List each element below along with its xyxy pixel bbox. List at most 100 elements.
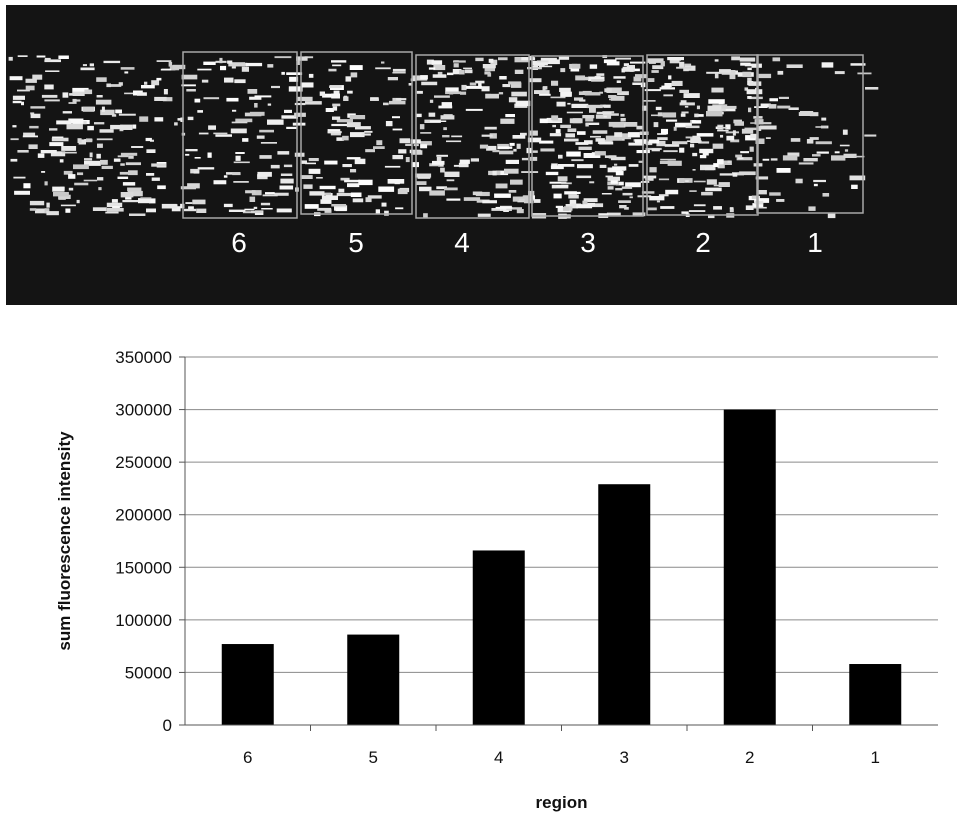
- speckle: [679, 148, 684, 153]
- speckle: [721, 109, 726, 111]
- speckle: [692, 120, 701, 124]
- speckle: [694, 204, 706, 206]
- speckle: [30, 106, 45, 108]
- speckle: [730, 209, 734, 213]
- speckle: [220, 66, 226, 70]
- speckle: [681, 100, 687, 104]
- speckle: [534, 90, 550, 94]
- speckle: [224, 78, 234, 83]
- speckle: [257, 172, 272, 177]
- speckle: [642, 191, 655, 194]
- speckle: [559, 88, 571, 92]
- speckle: [447, 73, 453, 76]
- speckle: [747, 68, 751, 71]
- speckle: [835, 71, 845, 74]
- speckle: [466, 109, 483, 111]
- speckle: [446, 199, 460, 201]
- speckle: [559, 57, 569, 60]
- speckle: [420, 144, 427, 148]
- speckle: [822, 62, 834, 67]
- speckle: [513, 149, 516, 152]
- speckle: [511, 92, 527, 97]
- speckle: [97, 144, 103, 148]
- speckle: [119, 82, 123, 86]
- speckle: [604, 59, 617, 63]
- speckle: [517, 209, 524, 213]
- region-number-label: 3: [580, 227, 596, 258]
- speckle: [77, 172, 83, 175]
- speckle: [717, 127, 726, 129]
- speckle: [336, 208, 347, 211]
- speckle: [815, 126, 827, 128]
- speckle: [37, 56, 46, 58]
- region-number-label: 2: [695, 227, 711, 258]
- speckle: [120, 163, 125, 166]
- speckle: [692, 153, 697, 156]
- speckle: [69, 188, 73, 191]
- speckle: [460, 160, 470, 164]
- speckle: [715, 73, 719, 78]
- speckle: [745, 64, 753, 67]
- speckle: [575, 142, 588, 145]
- speckle: [509, 190, 517, 193]
- speckle: [203, 62, 215, 65]
- speckle: [227, 61, 232, 64]
- speckle: [612, 166, 626, 170]
- speckle: [123, 182, 135, 186]
- speckle: [42, 95, 58, 98]
- speckle: [388, 179, 405, 184]
- speckle: [864, 135, 876, 137]
- speckle: [706, 111, 723, 116]
- speckle: [77, 200, 80, 203]
- speckle: [62, 152, 77, 154]
- speckle: [568, 128, 577, 132]
- speckle: [470, 83, 476, 86]
- speckle: [679, 62, 684, 67]
- speckle: [385, 166, 400, 168]
- speckle: [615, 58, 631, 60]
- speckle: [607, 213, 621, 216]
- speckle: [663, 112, 677, 117]
- speckle: [499, 151, 513, 155]
- speckle: [697, 106, 700, 110]
- speckle: [21, 102, 24, 106]
- speckle: [107, 208, 124, 212]
- speckle: [98, 187, 101, 190]
- speckle: [808, 206, 815, 211]
- speckle: [184, 209, 196, 211]
- speckle: [350, 65, 363, 70]
- x-tick-label: 1: [871, 748, 880, 767]
- speckle: [707, 179, 717, 184]
- speckle: [659, 179, 669, 181]
- speckle: [551, 163, 558, 165]
- speckle: [420, 132, 431, 134]
- speckle: [668, 161, 682, 166]
- speckle: [49, 128, 57, 130]
- speckle: [699, 114, 704, 117]
- speckle: [667, 57, 684, 60]
- speckle: [590, 136, 601, 138]
- speckle: [676, 67, 691, 69]
- speckle: [561, 182, 572, 184]
- speckle: [331, 60, 346, 62]
- speckle: [121, 192, 134, 197]
- bar-region-2: [724, 410, 776, 725]
- speckle: [277, 151, 289, 155]
- speckle: [415, 174, 431, 178]
- bar-region-5: [347, 635, 399, 725]
- speckle: [654, 122, 659, 127]
- speckle: [443, 127, 447, 130]
- speckle: [204, 97, 220, 99]
- speckle: [752, 196, 757, 199]
- speckle: [603, 105, 610, 108]
- speckle: [81, 68, 95, 71]
- speckle: [641, 181, 650, 183]
- y-tick-labels: 0500001000001500002000002500003000003500…: [115, 348, 185, 735]
- speckle: [97, 95, 103, 98]
- speckle: [593, 130, 608, 134]
- speckle: [498, 146, 512, 149]
- speckle: [554, 194, 562, 199]
- speckle: [83, 107, 95, 112]
- speckle: [381, 62, 384, 64]
- speckle: [198, 167, 215, 169]
